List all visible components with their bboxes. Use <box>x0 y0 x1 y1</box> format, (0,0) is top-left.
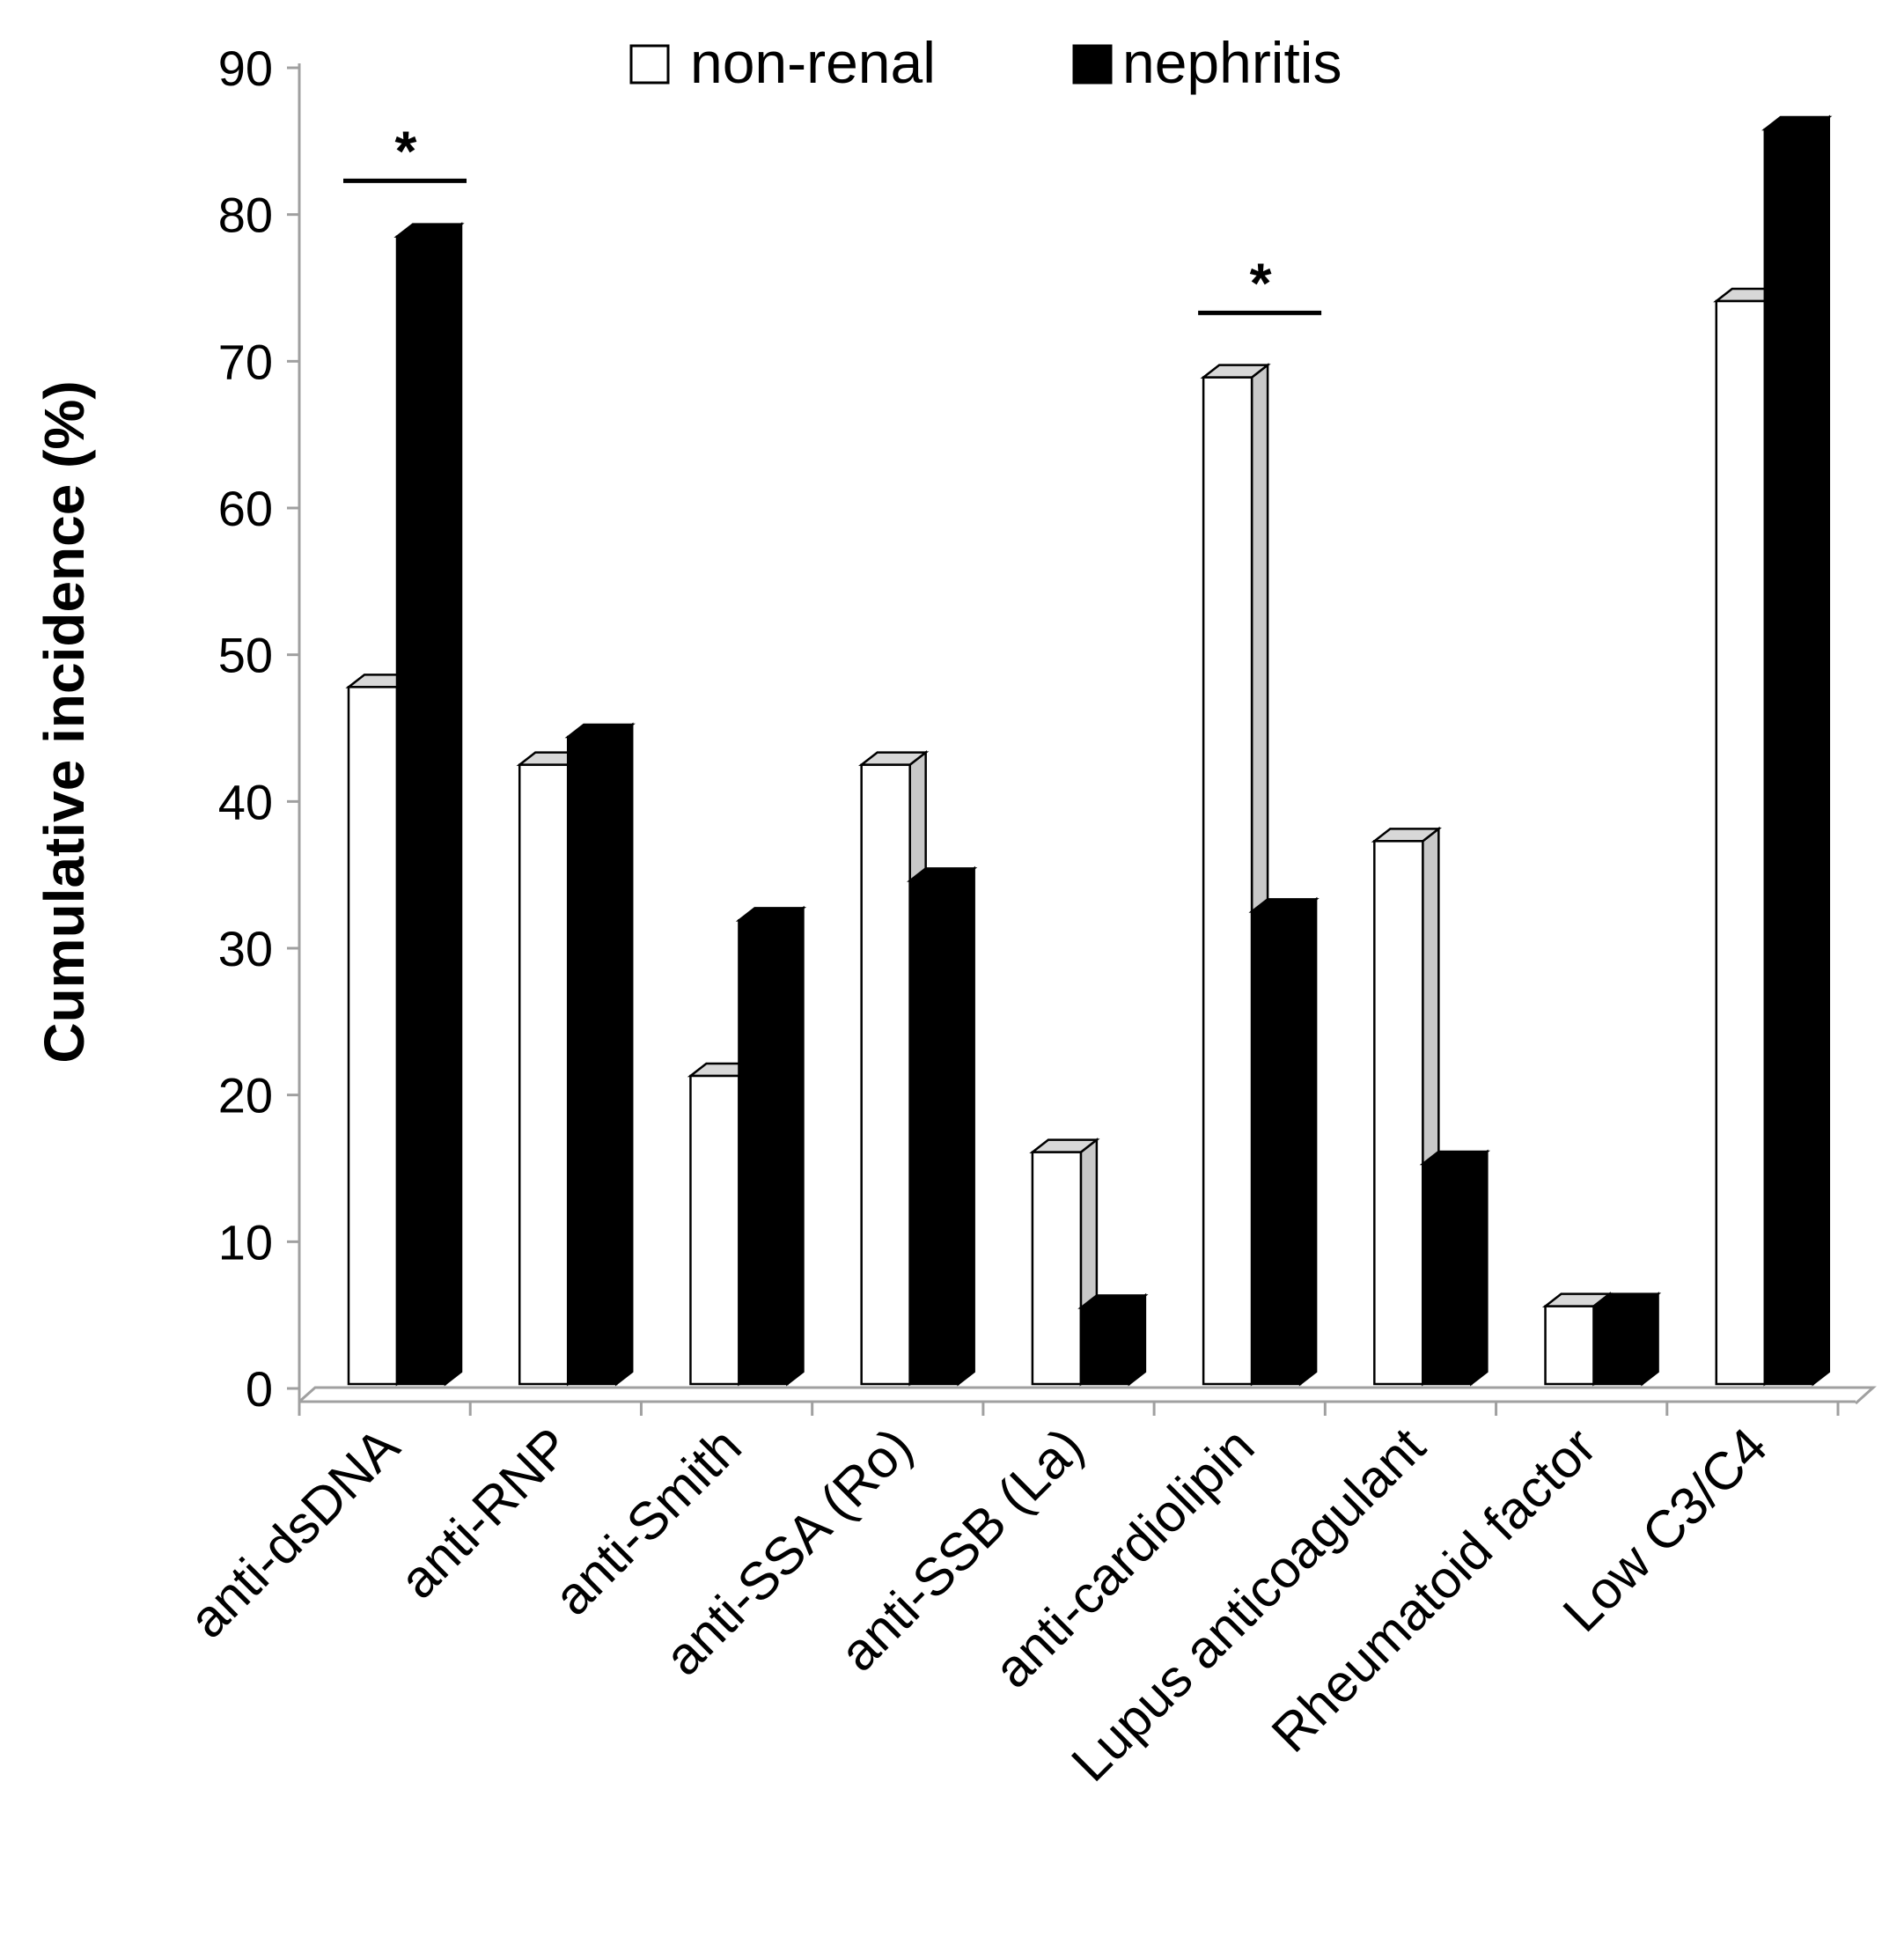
bar-nephritis-anti-rnp-side <box>614 722 634 1387</box>
bar-nephritis-lupus-anticoagulant <box>1419 1149 1490 1387</box>
bar-non-renal-anti-smith-front <box>689 1074 740 1386</box>
bar-nephritis-rheumatoid-factor <box>1590 1292 1662 1387</box>
legend-swatch-non-renal <box>629 44 670 85</box>
significance-star: * <box>1250 251 1272 314</box>
y-tick-label: 80 <box>218 188 273 243</box>
y-tick-label: 60 <box>218 481 273 536</box>
bar-nephritis-low-c3-c4 <box>1761 114 1833 1387</box>
bar-nephritis-low-c3-c4-side <box>1812 114 1831 1387</box>
bar-nephritis-anti-ssa-ro <box>907 865 978 1387</box>
y-tick-label: 20 <box>218 1068 273 1123</box>
bar-nephritis-anti-cardiolipin-side <box>1298 896 1318 1387</box>
y-tick-label: 10 <box>218 1214 273 1270</box>
bar-nephritis-anti-cardiolipin-front <box>1250 910 1302 1386</box>
bar-non-renal-anti-rnp-front <box>518 763 570 1386</box>
bar-non-renal-anti-ssa-ro-front <box>860 763 911 1386</box>
y-tick-label: 50 <box>218 628 273 683</box>
y-tick-label: 40 <box>218 774 273 829</box>
legend-label-non-renal: non-renal <box>690 30 936 95</box>
bar-non-renal-anti-cardiolipin <box>1200 363 1271 1387</box>
bar-non-renal-anti-dsdna-front <box>347 686 399 1386</box>
bar-nephritis-anti-ssa-ro-front <box>908 880 959 1386</box>
bar-nephritis-anti-dsdna <box>393 222 465 1387</box>
bar-nephritis-anti-dsdna-front <box>395 235 447 1386</box>
bar-nephritis-anti-dsdna-side <box>444 222 463 1387</box>
bar-nephritis-anti-ssb-la-front <box>1079 1307 1131 1386</box>
legend: non-renal nephritis <box>629 30 1342 95</box>
bar-nephritis-low-c3-c4-front <box>1763 128 1815 1386</box>
legend-label-nephritis: nephritis <box>1122 30 1342 95</box>
bars <box>345 114 1833 1387</box>
x-category-label-anti-dsdna: anti-dsDNA <box>178 1417 410 1649</box>
bar-non-renal-rheumatoid-factor-front <box>1544 1305 1595 1386</box>
bar-nephritis-anti-smith <box>735 905 807 1387</box>
legend-swatch-nephritis <box>1072 44 1113 85</box>
bar-nephritis-rheumatoid-factor-side <box>1641 1292 1659 1387</box>
bar-nephritis-lupus-anticoagulant-side <box>1470 1149 1489 1387</box>
bar-nephritis-anti-ssb-la <box>1077 1292 1149 1387</box>
bar-non-renal-anti-cardiolipin-front <box>1202 376 1253 1386</box>
bar-nephritis-anti-ssb-la-side <box>1128 1292 1147 1387</box>
bar-nephritis-anti-smith-side <box>786 905 805 1387</box>
bar-nephritis-anti-ssa-ro-side <box>957 865 975 1387</box>
bar-nephritis-lupus-anticoagulant-front <box>1422 1162 1473 1386</box>
x-category-label-rheumatoid-factor: Rheumatoid factor <box>1261 1417 1607 1764</box>
y-tick-label: 30 <box>218 921 273 976</box>
bar-nephritis-anti-cardiolipin <box>1248 896 1320 1387</box>
y-tick-label: 70 <box>218 334 273 389</box>
bar-non-renal-anti-ssb-la-front <box>1031 1151 1083 1386</box>
bar-nephritis-anti-smith-front <box>738 919 789 1386</box>
bar-non-renal-low-c3-c4-front <box>1715 299 1767 1386</box>
y-axis-title: Cumulative incidence (%) <box>33 380 96 1063</box>
y-tick-label: 90 <box>218 40 273 96</box>
bar-nephritis-anti-rnp-front <box>566 735 618 1386</box>
significance-star: * <box>395 119 417 182</box>
bar-nephritis-anti-rnp <box>564 722 636 1387</box>
bar-nephritis-rheumatoid-factor-front <box>1592 1305 1643 1386</box>
y-tick-label: 0 <box>246 1361 273 1417</box>
axes <box>287 63 1877 1416</box>
bar-non-renal-lupus-anticoagulant-front <box>1373 840 1424 1386</box>
x-axis-floor <box>298 1386 1877 1405</box>
